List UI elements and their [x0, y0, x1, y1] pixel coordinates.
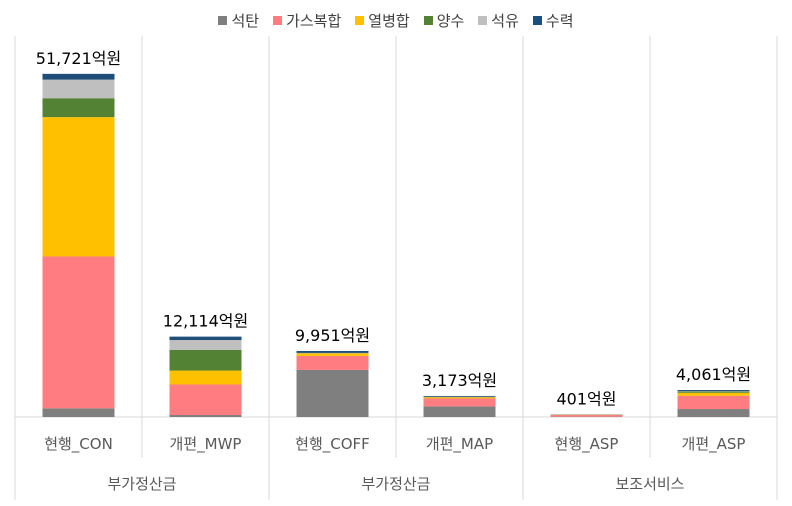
legend-label: 석탄 — [231, 11, 260, 30]
bar-segment — [296, 369, 369, 417]
bar-segment — [42, 73, 115, 80]
total-label: 9,951억원 — [295, 326, 370, 345]
legend-swatch — [355, 15, 365, 25]
x-tick-label: 개편_MWP — [170, 435, 242, 454]
bar-segment — [296, 353, 369, 356]
bar-segment — [296, 350, 369, 353]
bar-segment — [42, 98, 115, 118]
bar-segment — [169, 340, 242, 350]
x-tick-label: 현행_CON — [44, 435, 113, 454]
legend-item: 양수 — [423, 10, 465, 31]
legend-label: 가스복합 — [286, 11, 342, 30]
bar-segment — [423, 406, 496, 417]
bar-segment — [42, 117, 115, 257]
bar-segment — [677, 391, 750, 393]
total-label: 4,061억원 — [676, 365, 751, 384]
group-label: 부가정산금 — [361, 475, 430, 493]
bar-segment — [423, 397, 496, 399]
bar-segment — [677, 390, 750, 392]
legend-item: 석유 — [478, 10, 519, 31]
legend-item: 석탄 — [218, 10, 259, 31]
legend: 석탄 가스복합 열병합 양수 석유 수력 — [0, 8, 792, 32]
legend-swatch — [532, 15, 542, 25]
bar-segment — [296, 355, 369, 370]
legend-item: 수력 — [532, 10, 574, 31]
legend-swatch — [218, 15, 228, 25]
legend-swatch — [273, 15, 283, 25]
bar-segment — [169, 349, 242, 371]
x-tick-label: 개편_ASP — [682, 435, 746, 454]
total-label: 401억원 — [557, 389, 617, 408]
bar-segment — [677, 409, 750, 417]
x-tick-label: 현행_COFF — [295, 435, 370, 454]
bar-segment — [169, 370, 242, 385]
legend-label: 석유 — [491, 11, 519, 30]
x-tick-label: 개편_MAP — [426, 435, 493, 454]
legend-label: 수력 — [545, 11, 574, 30]
bar-segment — [677, 392, 750, 396]
bar-segment — [423, 398, 496, 407]
bar-segment — [42, 408, 115, 417]
legend-label: 열병합 — [368, 11, 410, 30]
bar-segment — [677, 395, 750, 410]
legend-item: 열병합 — [355, 10, 410, 31]
bar-segment — [169, 384, 242, 416]
bar-segment — [169, 336, 242, 341]
legend-label: 양수 — [436, 11, 465, 30]
group-label: 보조서비스 — [615, 475, 684, 493]
group-label: 부가정산금 — [107, 475, 176, 493]
legend-swatch — [478, 15, 488, 25]
x-tick-label: 현행_ASP — [555, 435, 619, 454]
bar-segment — [169, 415, 242, 417]
bar-segment — [423, 395, 496, 397]
total-label: 3,173억원 — [422, 371, 497, 390]
legend-swatch — [423, 15, 433, 25]
bar-segment — [42, 79, 115, 99]
bar-segment — [550, 415, 623, 417]
legend-item: 가스복합 — [273, 10, 341, 31]
bar-segment — [42, 256, 115, 409]
total-label: 51,721억원 — [36, 49, 121, 68]
total-label: 12,114억원 — [163, 312, 248, 331]
